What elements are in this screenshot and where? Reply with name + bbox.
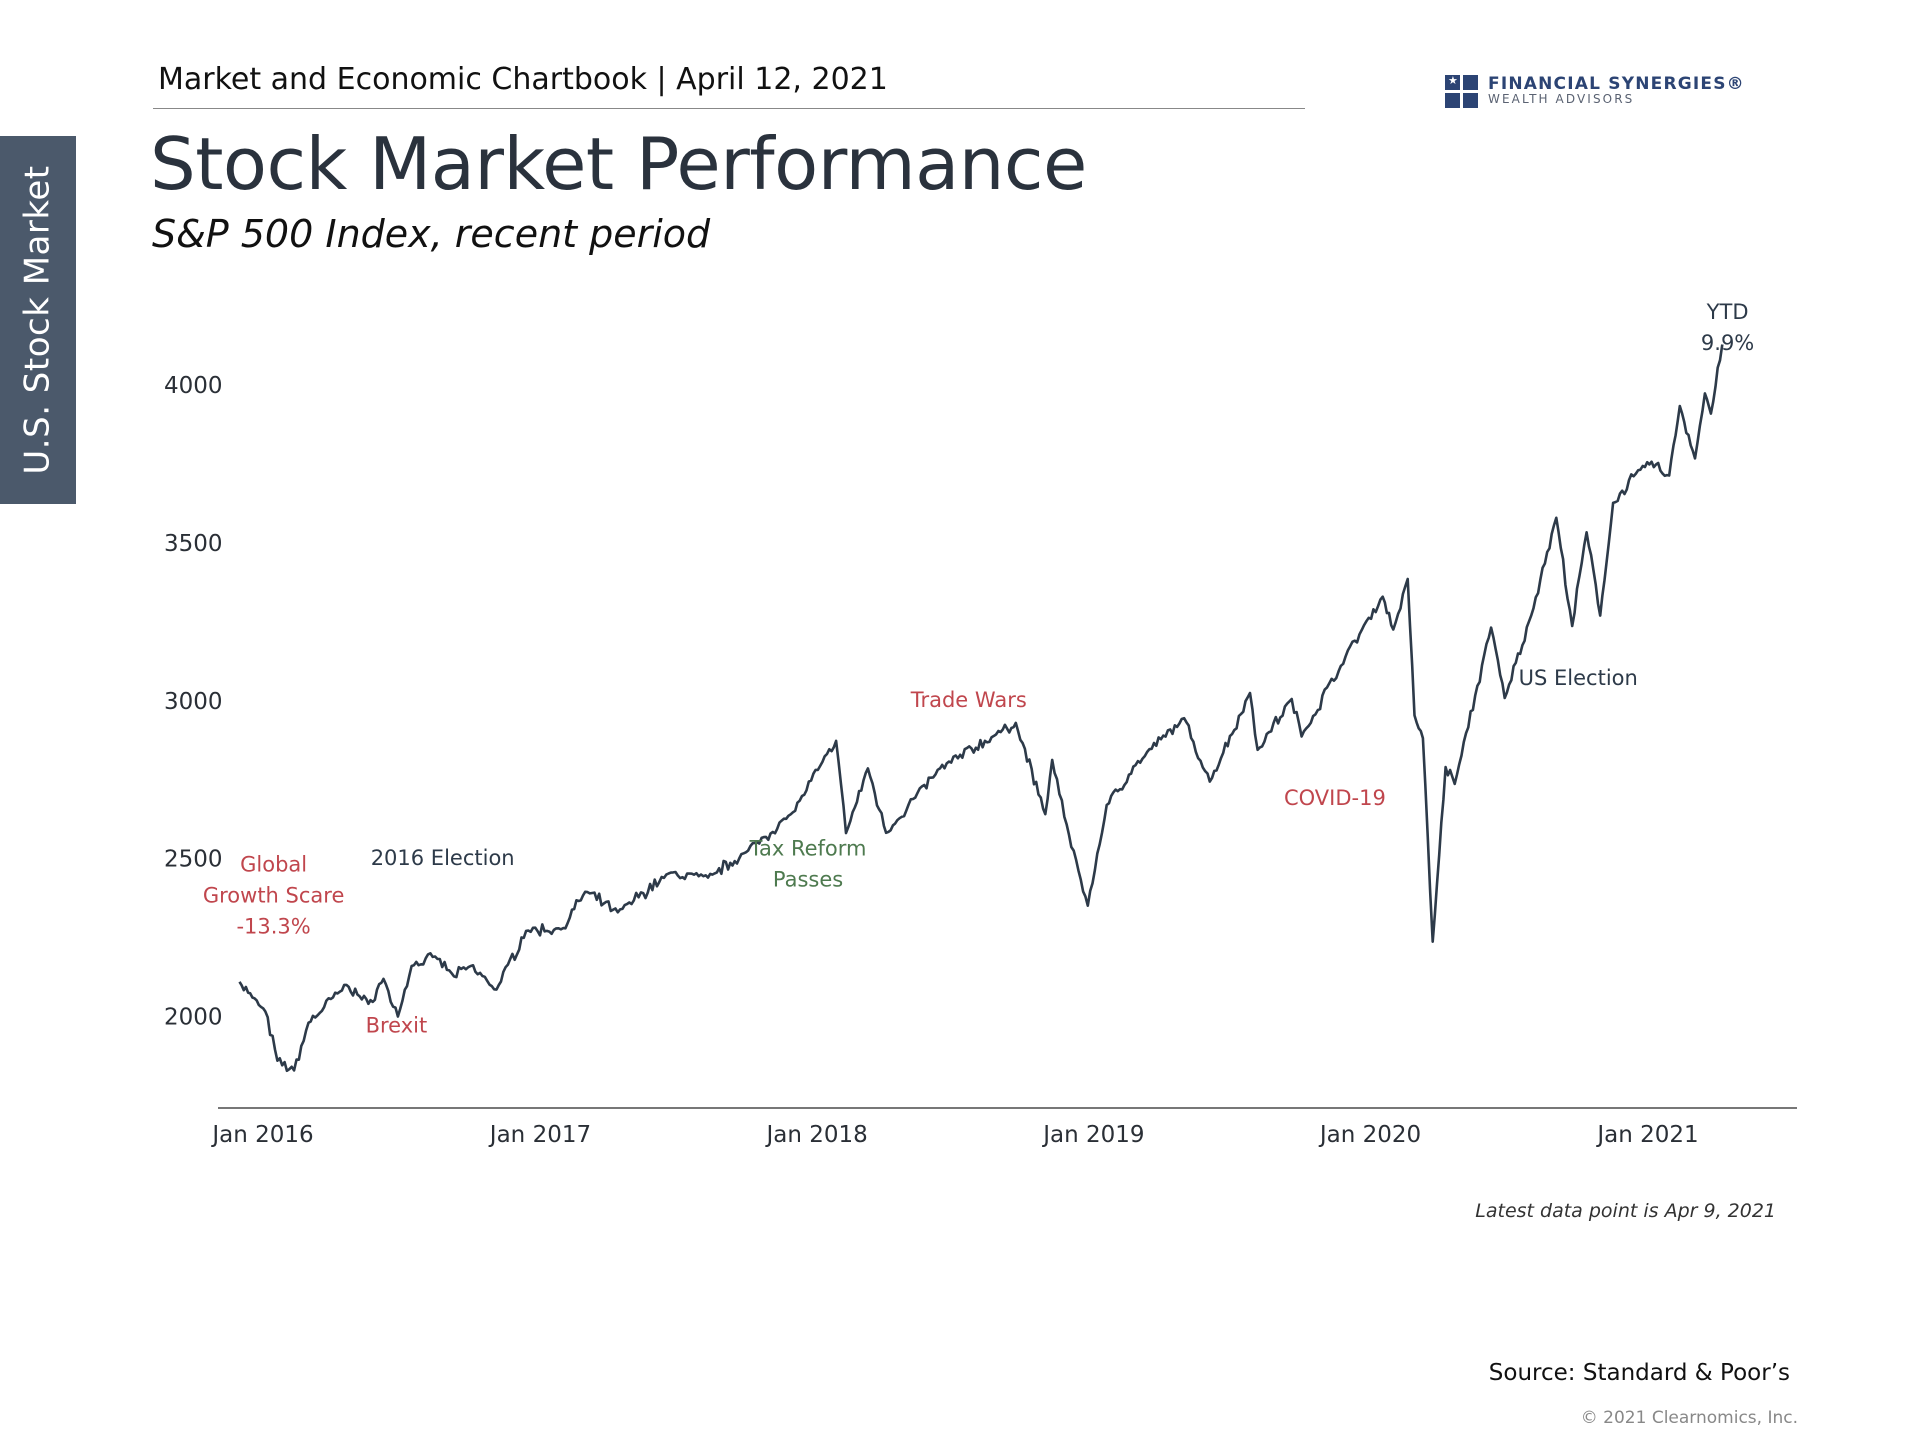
x-tick-label: Jan 2018 [764, 1122, 867, 1148]
chart-annotations: Global Growth Scare -13.3% Brexit 2016 Elect… [203, 300, 1754, 1037]
x-tick-label: Jan 2017 [488, 1122, 591, 1148]
x-tick-label: Jan 2016 [210, 1122, 313, 1148]
sidebar-tab: U.S. Stock Market [0, 136, 76, 504]
y-axis: 2000 2500 3000 3500 4000 [164, 373, 223, 1030]
annotation: US Election [1519, 666, 1638, 690]
annotation: COVID-19 [1284, 786, 1386, 810]
annotation-label: Brexit [366, 1013, 428, 1037]
x-axis: Jan 2016 Jan 2017 Jan 2018 Jan 2019 Jan 2020… [210, 1122, 1698, 1148]
sp500-series-line [238, 344, 1724, 1073]
annotation-label: Passes [773, 868, 843, 892]
annotation-label: YTD [1706, 300, 1749, 324]
x-tick-label: Jan 2021 [1595, 1122, 1698, 1148]
annotation-label: Trade Wars [910, 688, 1027, 712]
annotation: 2016 Election [371, 846, 515, 870]
page-title: Stock Market Performance [150, 122, 1087, 206]
annotation-label: 2016 Election [371, 846, 515, 870]
annotation: Global Growth Scare -13.3% [203, 852, 345, 938]
logo-line2: WEALTH ADVISORS [1488, 92, 1635, 106]
header-divider [153, 108, 1305, 109]
annotation: Trade Wars [910, 688, 1027, 712]
annotation-label: 9.9% [1701, 331, 1754, 355]
annotation-label: US Election [1519, 666, 1638, 690]
annotation-label: Growth Scare [203, 883, 345, 907]
y-tick-label: 2500 [164, 847, 223, 873]
latest-data-note: Latest data point is Apr 9, 2021 [1475, 1200, 1776, 1222]
annotation-label: COVID-19 [1284, 786, 1386, 810]
x-tick-label: Jan 2020 [1318, 1122, 1421, 1148]
header-text: Market and Economic Chartbook | April 12… [158, 62, 888, 97]
annotation-label: Tax Reform [749, 837, 867, 861]
source-text: Source: Standard & Poor’s [1488, 1360, 1790, 1386]
copyright-text: © 2021 Clearnomics, Inc. [1580, 1408, 1798, 1428]
x-tick-label: Jan 2019 [1041, 1122, 1144, 1148]
y-tick-label: 4000 [164, 373, 223, 399]
y-tick-label: 3000 [164, 689, 223, 715]
annotation-label: -13.3% [236, 914, 310, 938]
y-tick-label: 2000 [164, 1004, 223, 1030]
annotation: Tax Reform Passes [749, 837, 867, 892]
annotation: Brexit [366, 1013, 428, 1037]
y-tick-label: 3500 [164, 531, 223, 557]
logo-icon: ★ [1445, 75, 1479, 109]
annotation: YTD 9.9% [1701, 300, 1754, 355]
logo-line1: FINANCIAL SYNERGIES® [1488, 74, 1745, 94]
annotation-label: Global [240, 852, 307, 876]
page-subtitle: S&P 500 Index, recent period [152, 212, 711, 256]
company-logo: ★ FINANCIAL SYNERGIES® WEALTH ADVISORS [1445, 75, 1745, 109]
